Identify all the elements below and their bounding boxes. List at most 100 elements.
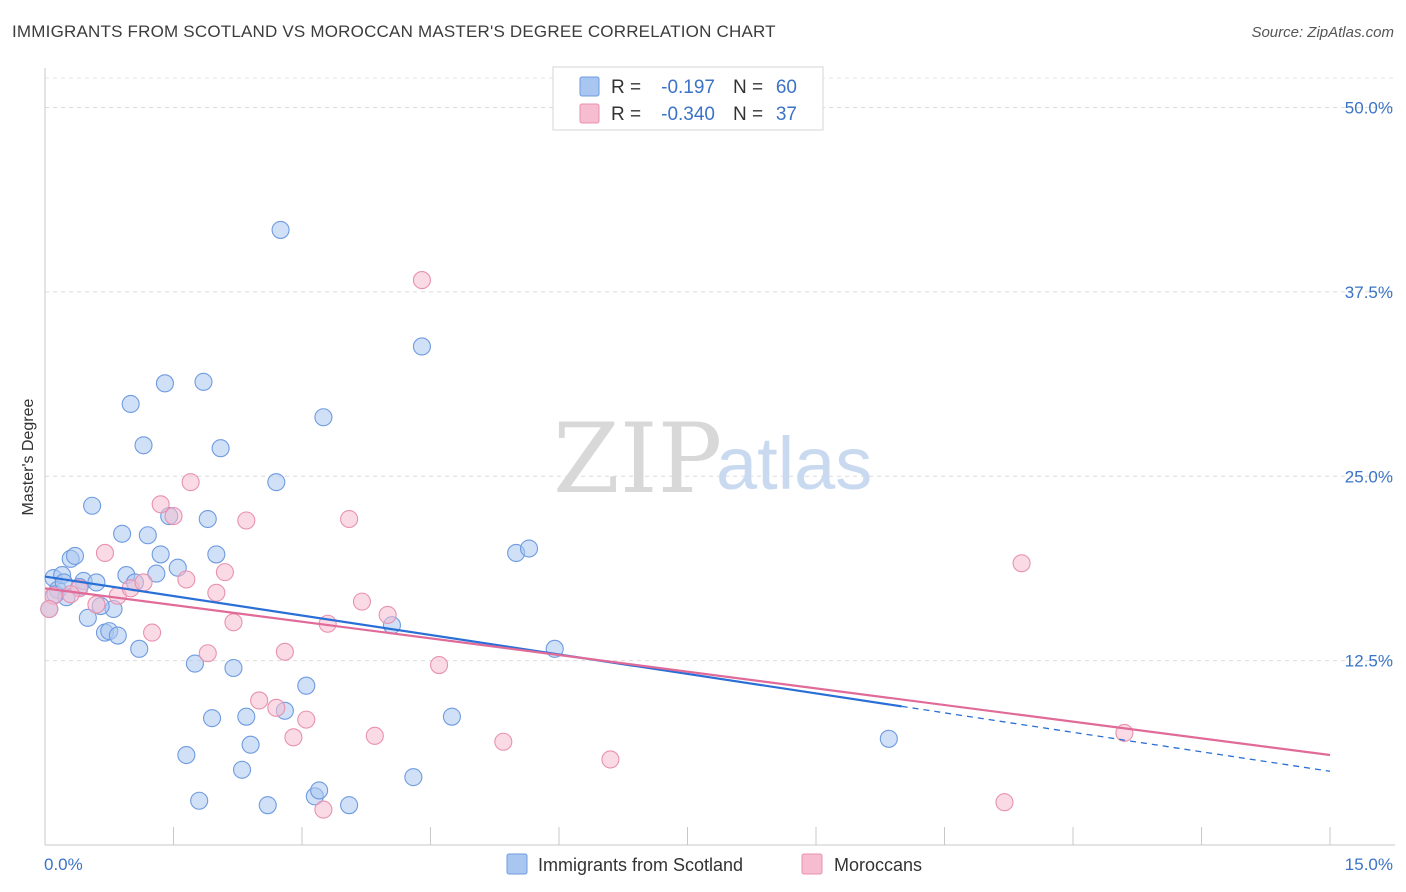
point-moroccans [378, 605, 397, 624]
point-scotland [65, 546, 85, 565]
point-moroccans [412, 271, 431, 290]
point-scotland [879, 729, 898, 748]
legend-swatch-moroccans [579, 103, 600, 124]
point-scotland [211, 439, 230, 458]
point-scotland [241, 735, 260, 754]
point-moroccans [198, 644, 217, 663]
point-moroccans [181, 473, 200, 492]
series-legend-swatch-moroccans [801, 853, 823, 875]
axes [44, 68, 1395, 846]
point-scotland [113, 524, 132, 543]
point-scotland [237, 707, 256, 726]
point-scotland [404, 768, 423, 787]
point-scotland [340, 796, 359, 815]
point-scotland [121, 394, 140, 414]
watermark: ZIP atlas [553, 403, 872, 515]
point-moroccans [995, 793, 1014, 812]
point-moroccans [601, 750, 620, 769]
point-moroccans [340, 509, 359, 529]
point-moroccans [267, 698, 286, 717]
scatter-points [40, 220, 1134, 819]
point-scotland [310, 781, 329, 800]
trend-line-moroccans [44, 587, 1331, 757]
y-tick-label: 50.0% [1345, 99, 1393, 118]
point-moroccans [177, 570, 196, 589]
point-moroccans [87, 595, 106, 614]
point-scotland [314, 408, 333, 427]
point-scotland [108, 626, 127, 645]
point-moroccans [215, 563, 234, 582]
point-moroccans [365, 726, 384, 745]
legend-r-value-0: -0.197 [661, 77, 715, 98]
point-scotland [297, 676, 316, 695]
point-scotland [194, 372, 213, 391]
point-moroccans [164, 507, 183, 526]
y-tick-label: 37.5% [1345, 283, 1393, 302]
point-moroccans [134, 573, 153, 592]
y-tick-label: 25.0% [1345, 467, 1393, 486]
point-scotland [83, 496, 102, 515]
trend-line-scotland-extension [901, 705, 1331, 772]
point-scotland [232, 760, 252, 779]
watermark-zip: ZIP [553, 403, 722, 515]
point-scotland [207, 545, 226, 564]
point-scotland [267, 473, 286, 492]
watermark-atlas: atlas [716, 422, 872, 505]
point-scotland [177, 745, 196, 765]
y-axis-label: Master's Degree [20, 398, 37, 515]
point-moroccans [61, 585, 80, 604]
gridlines [45, 77, 1395, 662]
point-scotland [147, 564, 166, 583]
point-moroccans [40, 599, 59, 619]
point-moroccans [297, 710, 316, 729]
point-scotland [224, 658, 243, 678]
trend-line-scotland [44, 575, 902, 708]
point-moroccans [207, 583, 226, 602]
legend-r-label-1: R = [611, 104, 641, 125]
point-moroccans [494, 732, 513, 751]
legend-n-label-0: N = [733, 77, 763, 98]
legend-n-value-0: 60 [776, 77, 797, 98]
point-scotland [442, 707, 461, 726]
series-legend-swatch-scotland [506, 853, 528, 875]
point-scotland [271, 220, 290, 239]
point-scotland [203, 709, 222, 728]
source-label: Source: ZipAtlas.com [1251, 24, 1394, 41]
point-moroccans [1012, 554, 1031, 573]
series-legend-label-moroccans: Moroccans [834, 855, 922, 875]
legend-swatch-scotland [579, 76, 600, 97]
point-moroccans [314, 800, 333, 819]
point-moroccans [224, 613, 243, 632]
point-scotland [198, 509, 217, 529]
series-legend-label-scotland: Immigrants from Scotland [538, 855, 743, 875]
point-moroccans [275, 642, 294, 661]
x-tick-label-min: 0.0% [44, 855, 83, 874]
x-tick-label-max: 15.0% [1345, 855, 1393, 874]
stats-legend: R = -0.197 N = 60 R = -0.340 N = 37 [552, 66, 824, 131]
point-scotland [190, 791, 209, 810]
point-moroccans [284, 728, 303, 747]
point-moroccans [352, 592, 372, 611]
trend-lines [44, 575, 1331, 772]
point-scotland [78, 608, 97, 627]
legend-r-value-1: -0.340 [661, 104, 715, 125]
series-legend: Immigrants from Scotland Moroccans [506, 853, 922, 875]
legend-r-label-0: R = [611, 77, 641, 98]
point-moroccans [95, 543, 115, 563]
point-scotland [258, 796, 277, 815]
tick-labels: 12.5% 25.0% 37.5% 50.0% 0.0% 15.0% [44, 99, 1393, 875]
point-moroccans [143, 623, 162, 642]
point-moroccans [430, 655, 449, 675]
point-scotland [138, 526, 157, 545]
point-moroccans [151, 495, 170, 514]
point-scotland [412, 337, 431, 356]
point-scotland [134, 436, 153, 455]
point-moroccans [237, 511, 256, 530]
point-scotland [519, 539, 539, 558]
legend-n-value-1: 37 [776, 104, 797, 125]
chart-title: IMMIGRANTS FROM SCOTLAND VS MOROCCAN MAS… [12, 22, 776, 41]
point-scotland [151, 545, 170, 564]
point-scotland [130, 639, 149, 658]
point-scotland [155, 374, 174, 393]
